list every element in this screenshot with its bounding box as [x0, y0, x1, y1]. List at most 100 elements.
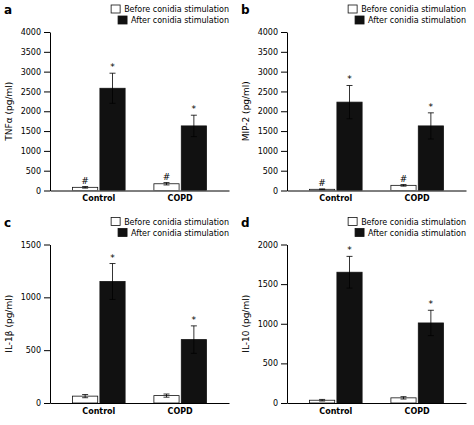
tick-label: COPD: [405, 407, 431, 416]
x-axis: ControlCOPD: [51, 191, 230, 204]
bar: [337, 272, 362, 403]
tick-label: 2000: [258, 241, 278, 250]
tick-label: 0: [273, 187, 278, 196]
tick-mark: [44, 245, 50, 246]
tick-label: 4000: [258, 28, 278, 37]
tick: 0: [273, 399, 287, 408]
tick: 500: [26, 167, 50, 176]
axis-line: [51, 403, 230, 404]
axis-line: [51, 191, 230, 192]
tick-mark: [44, 111, 50, 112]
tick-mark: [44, 131, 50, 132]
legend-item: Before conidia stimulation: [111, 218, 229, 227]
tick-mark: [44, 151, 50, 152]
tick-mark: [281, 363, 287, 364]
legend-label: Before conidia stimulation: [361, 5, 466, 14]
panel-label: d: [241, 216, 250, 230]
error-bar: [347, 85, 353, 118]
legend: Before conidia stimulationAfter conidia …: [111, 218, 229, 238]
tick-mark: [281, 324, 287, 325]
y-axis: 0500100015002000: [258, 241, 288, 409]
series: [73, 394, 180, 403]
legend-item: After conidia stimulation: [355, 229, 466, 238]
tick: 3000: [258, 68, 287, 77]
legend-swatch: [118, 229, 127, 237]
tick-mark: [281, 52, 287, 53]
y-axis-title: TNFα (pg/ml): [4, 82, 14, 142]
error-bar: [191, 115, 197, 136]
error-bar: [319, 399, 325, 401]
tick-label: 3500: [21, 48, 41, 57]
tick: COPD: [168, 191, 194, 204]
tick: 1500: [258, 127, 287, 136]
tick-label: Control: [319, 407, 352, 416]
axis-line: [287, 33, 288, 192]
y-axis: 05001000150020002500300035004000: [21, 28, 51, 196]
tick-label: 3500: [258, 48, 278, 57]
tick-mark: [281, 91, 287, 92]
tick: 500: [26, 346, 50, 355]
tick: 4000: [258, 28, 287, 37]
tick: 2000: [21, 107, 50, 116]
series: [100, 264, 207, 403]
legend-item: After conidia stimulation: [355, 16, 466, 25]
error-bar: [82, 395, 88, 398]
tick: 3000: [21, 68, 50, 77]
tick-mark: [281, 171, 287, 172]
tick: 0: [36, 187, 50, 196]
error-bar: [163, 394, 169, 397]
tick: COPD: [168, 403, 194, 416]
tick-mark: [44, 91, 50, 92]
tick-label: 2500: [258, 87, 278, 96]
annotation: *: [347, 245, 352, 255]
error-bar: [319, 188, 325, 190]
panel-label: b: [241, 3, 250, 17]
legend-item: After conidia stimulation: [118, 16, 229, 25]
legend-label: Before conidia stimulation: [124, 218, 229, 227]
tick: 2500: [258, 87, 287, 96]
tick-label: 2000: [21, 107, 41, 116]
tick: Control: [82, 403, 115, 416]
tick-label: 500: [263, 167, 278, 176]
legend: Before conidia stimulationAfter conidia …: [111, 5, 229, 25]
series: [100, 73, 207, 190]
axis-line: [50, 33, 51, 192]
tick-mark: [44, 297, 50, 298]
legend-swatch: [111, 5, 120, 13]
panel: 05001000150020002500300035004000ControlC…: [241, 3, 467, 203]
x-axis: Control COPD: [51, 403, 230, 416]
tick: 1500: [21, 127, 50, 136]
error-bar: [110, 73, 116, 103]
tick-mark: [44, 171, 50, 172]
axis-line: [50, 245, 51, 404]
tick-label: 4000: [21, 28, 41, 37]
tick: 1500: [258, 280, 287, 289]
bar: [310, 189, 335, 190]
legend-label: After conidia stimulation: [368, 16, 466, 25]
y-axis: 0 500 1000 1500: [21, 241, 51, 409]
tick-mark: [281, 72, 287, 73]
tick-mark: [281, 32, 287, 33]
tick-mark: [281, 403, 287, 404]
tick: Control: [319, 191, 352, 204]
tick-label: 1500: [21, 127, 41, 136]
tick: 1500: [21, 241, 50, 250]
tick-mark: [281, 151, 287, 152]
error-bar: [191, 326, 197, 353]
tick-label: 0: [36, 399, 41, 408]
annotation: *: [429, 299, 434, 309]
tick-mark: [281, 131, 287, 132]
tick-mark: [281, 245, 287, 246]
axis-line: [288, 403, 467, 404]
tick-label: COPD: [168, 407, 194, 416]
legend: Before conidia stimulationAfter conidia …: [348, 218, 466, 238]
tick-mark: [281, 191, 287, 192]
tick-label: 1000: [258, 147, 278, 156]
tick: 0: [273, 187, 287, 196]
legend-swatch: [355, 229, 364, 237]
tick: 1000: [21, 293, 50, 302]
series: [337, 85, 444, 190]
tick-label: 2500: [21, 87, 41, 96]
tick-mark: [281, 111, 287, 112]
legend: Before conidia stimulation After conidia …: [348, 5, 466, 25]
